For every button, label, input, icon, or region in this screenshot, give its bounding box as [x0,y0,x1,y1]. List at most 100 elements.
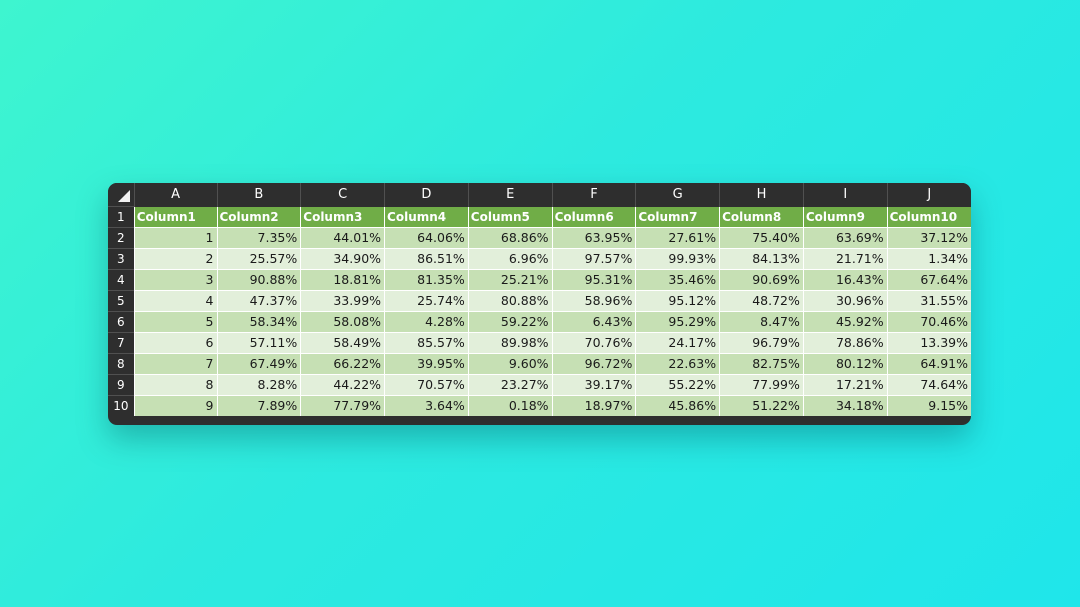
cell-g2[interactable]: 27.61% [635,226,720,248]
cell-g6[interactable]: 95.29% [635,310,720,332]
cell-f4[interactable]: 95.31% [551,268,636,290]
header-cell-c[interactable]: Column3 [300,206,385,227]
cell-e10[interactable]: 0.18% [467,394,553,416]
cell-b7[interactable]: 57.11% [216,331,301,353]
cell-h7[interactable]: 96.79% [719,331,804,353]
cell-a8[interactable]: 7 [133,352,217,374]
cell-e6[interactable]: 59.22% [467,310,553,332]
header-cell-e[interactable]: Column5 [467,206,553,227]
cell-b10[interactable]: 7.89% [216,394,301,416]
row-number-9[interactable]: 9 [108,373,135,395]
row-number-8[interactable]: 8 [108,352,135,374]
cell-a6[interactable]: 5 [133,310,217,332]
cell-a3[interactable]: 2 [133,247,217,269]
column-header-a[interactable]: A [133,183,217,207]
cell-h2[interactable]: 75.40% [719,226,804,248]
cell-b8[interactable]: 67.49% [216,352,301,374]
cell-j7[interactable]: 13.39% [886,331,971,353]
cell-h10[interactable]: 51.22% [719,394,804,416]
row-number-4[interactable]: 4 [108,268,135,290]
cell-d2[interactable]: 64.06% [384,226,469,248]
cell-g10[interactable]: 45.86% [635,394,720,416]
cell-i3[interactable]: 21.71% [802,247,888,269]
cell-a4[interactable]: 3 [133,268,217,290]
cell-f9[interactable]: 39.17% [551,373,636,395]
cell-f10[interactable]: 18.97% [551,394,636,416]
cell-g8[interactable]: 22.63% [635,352,720,374]
cell-e3[interactable]: 6.96% [467,247,553,269]
cell-d9[interactable]: 70.57% [384,373,469,395]
cell-e7[interactable]: 89.98% [467,331,553,353]
cell-h9[interactable]: 77.99% [719,373,804,395]
row-number-7[interactable]: 7 [108,331,135,353]
cell-j9[interactable]: 74.64% [886,373,971,395]
cell-a5[interactable]: 4 [133,289,217,311]
cell-g3[interactable]: 99.93% [635,247,720,269]
cell-a10[interactable]: 9 [133,394,217,416]
column-header-f[interactable]: F [551,183,636,207]
column-header-e[interactable]: E [467,183,553,207]
cell-i6[interactable]: 45.92% [802,310,888,332]
cell-i2[interactable]: 63.69% [802,226,888,248]
row-number-2[interactable]: 2 [108,226,135,248]
row-number-5[interactable]: 5 [108,289,135,311]
cell-c10[interactable]: 77.79% [300,394,385,416]
cell-f6[interactable]: 6.43% [551,310,636,332]
header-cell-g[interactable]: Column7 [635,206,720,227]
cell-j2[interactable]: 37.12% [886,226,971,248]
column-header-j[interactable]: J [886,183,971,207]
cell-h4[interactable]: 90.69% [719,268,804,290]
cell-d5[interactable]: 25.74% [384,289,469,311]
header-cell-a[interactable]: Column1 [133,206,217,227]
cell-c3[interactable]: 34.90% [300,247,385,269]
header-cell-f[interactable]: Column6 [551,206,636,227]
column-header-g[interactable]: G [635,183,720,207]
header-cell-h[interactable]: Column8 [719,206,804,227]
cell-b3[interactable]: 25.57% [216,247,301,269]
cell-e4[interactable]: 25.21% [467,268,553,290]
row-number-1[interactable]: 1 [108,206,135,227]
cell-e8[interactable]: 9.60% [467,352,553,374]
cell-g7[interactable]: 24.17% [635,331,720,353]
cell-d3[interactable]: 86.51% [384,247,469,269]
column-header-i[interactable]: I [802,183,888,207]
cell-b6[interactable]: 58.34% [216,310,301,332]
header-cell-i[interactable]: Column9 [802,206,888,227]
cell-b2[interactable]: 7.35% [216,226,301,248]
cell-a7[interactable]: 6 [133,331,217,353]
row-number-3[interactable]: 3 [108,247,135,269]
cell-g9[interactable]: 55.22% [635,373,720,395]
column-header-c[interactable]: C [300,183,385,207]
cell-j3[interactable]: 1.34% [886,247,971,269]
cell-h8[interactable]: 82.75% [719,352,804,374]
cell-d4[interactable]: 81.35% [384,268,469,290]
cell-c8[interactable]: 66.22% [300,352,385,374]
cell-f8[interactable]: 96.72% [551,352,636,374]
header-cell-j[interactable]: Column10 [886,206,971,227]
cell-g5[interactable]: 95.12% [635,289,720,311]
cell-f2[interactable]: 63.95% [551,226,636,248]
cell-c9[interactable]: 44.22% [300,373,385,395]
cell-e9[interactable]: 23.27% [467,373,553,395]
cell-j10[interactable]: 9.15% [886,394,971,416]
cell-h3[interactable]: 84.13% [719,247,804,269]
cell-f3[interactable]: 97.57% [551,247,636,269]
cell-i5[interactable]: 30.96% [802,289,888,311]
cell-f7[interactable]: 70.76% [551,331,636,353]
cell-g4[interactable]: 35.46% [635,268,720,290]
cell-c2[interactable]: 44.01% [300,226,385,248]
cell-d10[interactable]: 3.64% [384,394,469,416]
cell-h6[interactable]: 8.47% [719,310,804,332]
select-all-corner[interactable] [108,183,135,207]
cell-i10[interactable]: 34.18% [802,394,888,416]
column-header-h[interactable]: H [719,183,804,207]
cell-d6[interactable]: 4.28% [384,310,469,332]
cell-j5[interactable]: 31.55% [886,289,971,311]
row-number-10[interactable]: 10 [108,394,135,416]
cell-a2[interactable]: 1 [133,226,217,248]
row-number-6[interactable]: 6 [108,310,135,332]
cell-f5[interactable]: 58.96% [551,289,636,311]
column-header-b[interactable]: B [216,183,301,207]
cell-j6[interactable]: 70.46% [886,310,971,332]
cell-j4[interactable]: 67.64% [886,268,971,290]
